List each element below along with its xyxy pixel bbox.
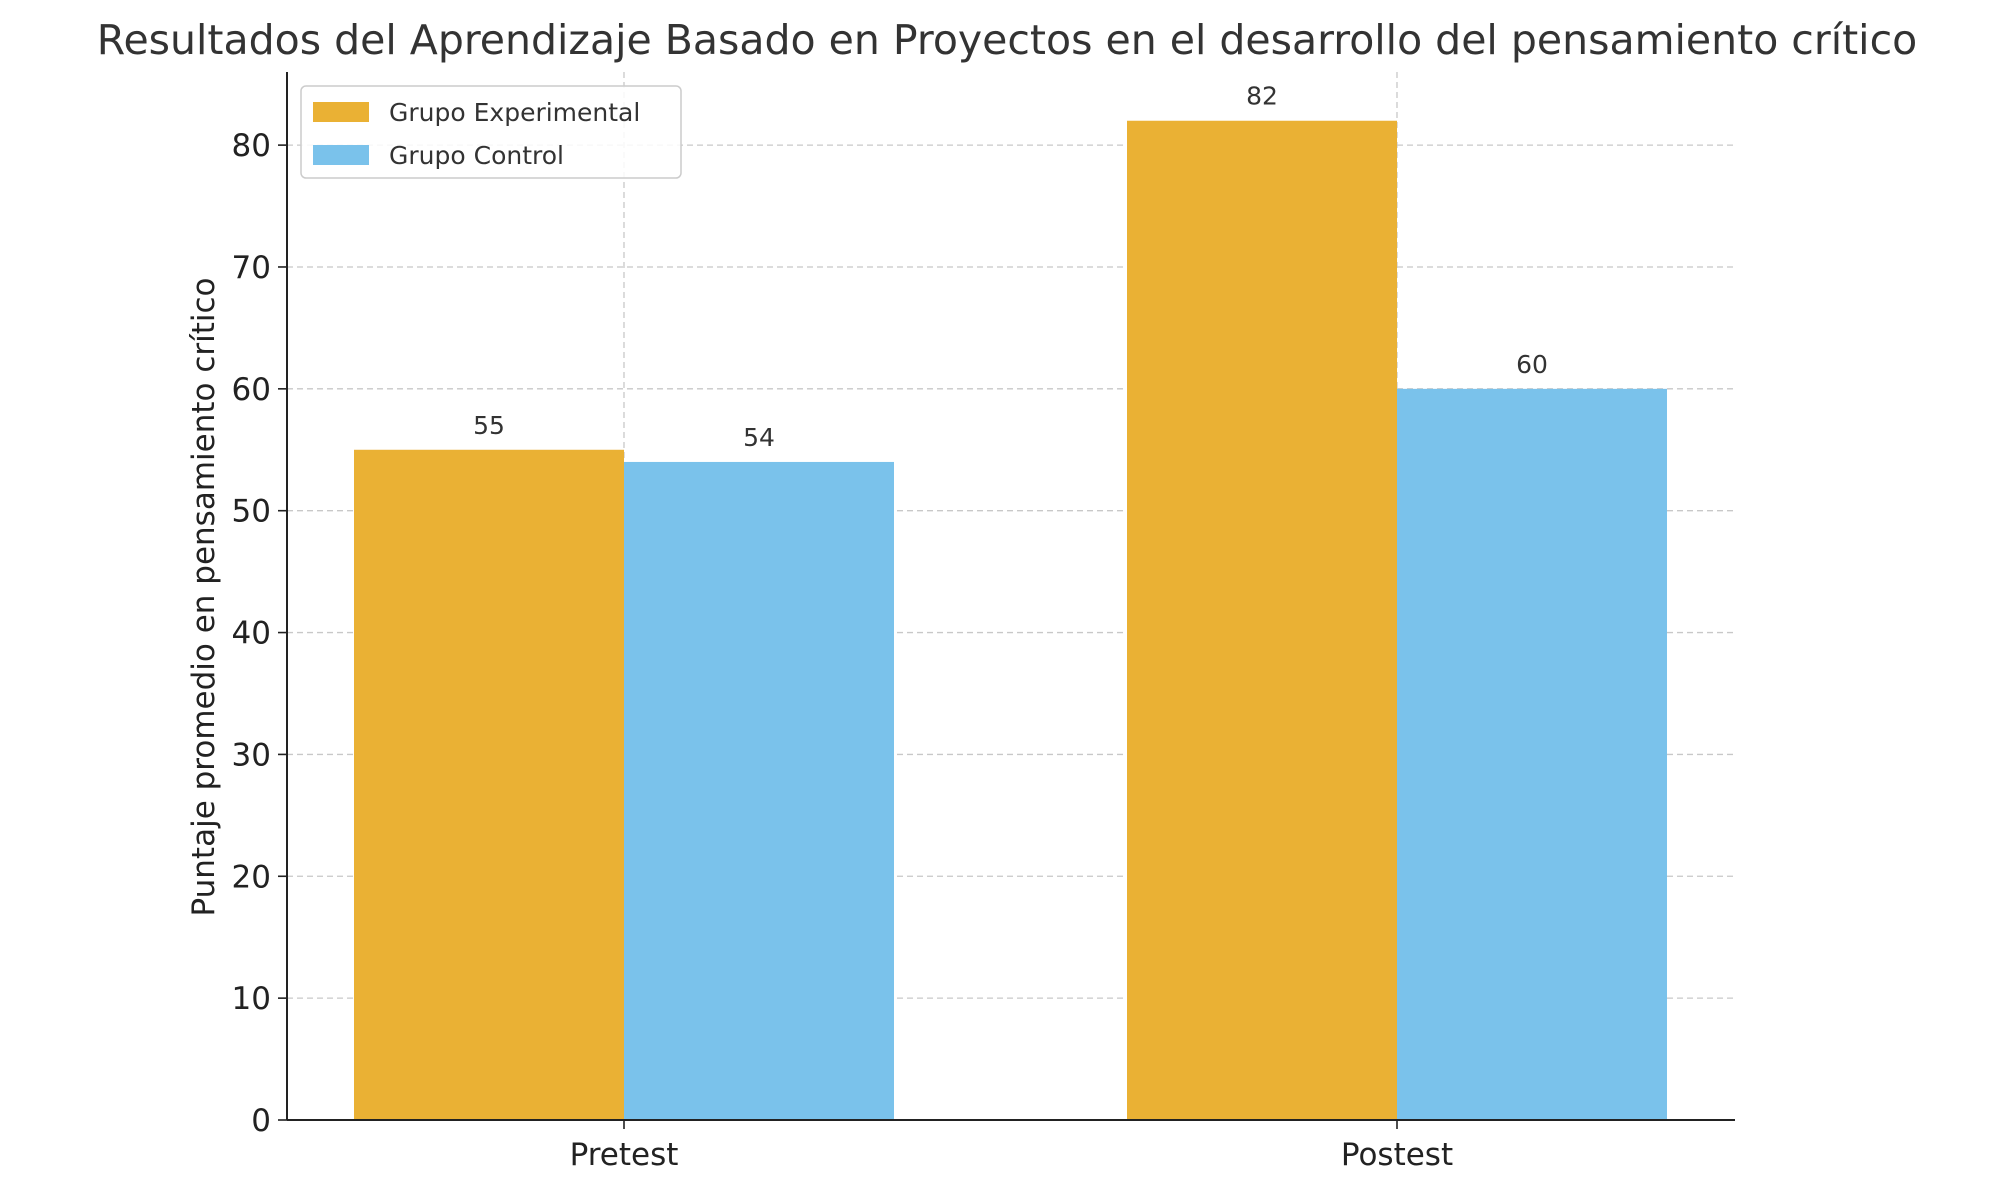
legend-box	[300, 85, 682, 179]
y-tick-label: 70	[232, 250, 271, 286]
data-label: 54	[743, 423, 775, 452]
legend-label: Grupo Experimental	[389, 98, 640, 127]
x-tick-label: Pretest	[570, 1137, 679, 1173]
y-tick-label: 60	[232, 372, 271, 408]
y-tick-label: 40	[232, 616, 271, 652]
bar-experimental-pretest	[354, 449, 624, 1120]
y-axis-label: Puntaje promedio en pensamiento crítico	[186, 277, 222, 916]
legend-label: Grupo Control	[389, 141, 564, 170]
y-tick-label: 80	[232, 128, 271, 164]
y-tick-label: 0	[251, 1103, 271, 1139]
bar-control-pretest	[624, 461, 894, 1120]
y-tick-label: 20	[232, 859, 271, 895]
axes: 0 10 20 30 40 50 60 70 80 Pretest Postest	[232, 72, 1735, 1173]
y-tick-label: 50	[232, 494, 271, 530]
data-label: 55	[473, 411, 505, 440]
x-tick-label: Postest	[1341, 1137, 1453, 1173]
bars	[354, 120, 1667, 1120]
y-tick-label: 10	[232, 981, 271, 1017]
data-label: 82	[1246, 82, 1278, 111]
y-tick-label: 30	[232, 737, 271, 773]
data-labels: 55 54 82 60	[473, 82, 1548, 452]
data-label: 60	[1516, 350, 1548, 379]
legend: Grupo Experimental Grupo Control	[300, 85, 682, 179]
bar-control-postest	[1397, 388, 1667, 1120]
chart-title: Resultados del Aprendizaje Basado en Pro…	[97, 16, 1917, 64]
legend-swatch	[313, 102, 369, 122]
legend-swatch	[313, 145, 369, 165]
bar-experimental-postest	[1127, 120, 1397, 1120]
